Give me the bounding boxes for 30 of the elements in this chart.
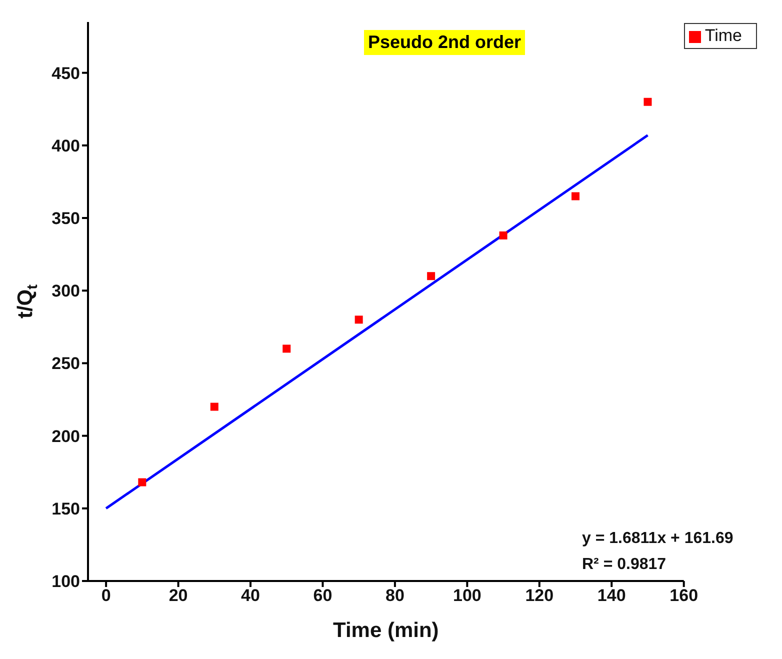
- point: [138, 478, 146, 486]
- annotation: R² = 0.9817: [582, 555, 668, 575]
- x-tick-label: 120: [525, 586, 554, 606]
- x-tick-label: 40: [241, 586, 260, 606]
- x-tick-label: 140: [597, 586, 626, 606]
- x-tick-label: 80: [385, 586, 404, 606]
- annotation: y = 1.6811x + 161.69: [582, 529, 734, 549]
- y-tick-label: 300: [52, 282, 80, 301]
- x-tick-label: 0: [101, 586, 111, 606]
- point: [354, 316, 363, 324]
- point: [282, 344, 291, 353]
- point: [499, 231, 508, 240]
- y-tick-label: 200: [52, 426, 80, 446]
- point: [210, 402, 218, 411]
- x-tick-label: 100: [452, 586, 482, 606]
- point: [572, 192, 580, 200]
- x-axis-title: Time (min): [333, 619, 439, 642]
- text: Pseudo 2nd order: [364, 30, 526, 55]
- y-tick-label: 100: [52, 572, 80, 592]
- point: [427, 272, 436, 280]
- y-tick-label: 400: [52, 136, 80, 156]
- x-tick-label: 20: [168, 586, 188, 606]
- y-tick-label: 450: [52, 64, 80, 83]
- y-tick-label: 250: [52, 354, 80, 374]
- point: [644, 98, 652, 106]
- legend-label: Time: [704, 26, 742, 45]
- y-tick-label: 150: [52, 499, 80, 518]
- x-tick-label: 160: [670, 586, 698, 606]
- x-tick-label: 60: [313, 586, 332, 606]
- y-tick-label: 350: [52, 209, 80, 228]
